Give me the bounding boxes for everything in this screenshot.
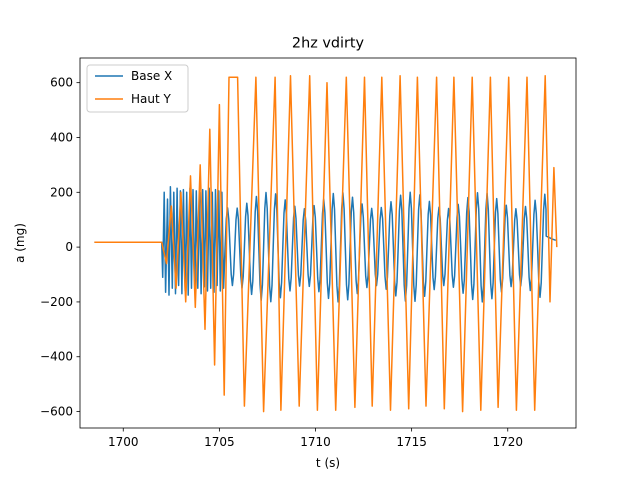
x-axis-label: t (s) <box>316 456 340 470</box>
y-tick-label: −600 <box>40 405 73 419</box>
y-axis: −600 −400 −200 0 200 400 600 <box>40 76 80 419</box>
plot-area: 1700 1705 1710 1715 1720 −600 −400 −200 0 200 400… <box>40 57 577 449</box>
y-tick-label: 600 <box>50 76 73 90</box>
chart-title: 2hz vdirty <box>292 36 365 52</box>
y-tick-label: 200 <box>50 185 73 199</box>
x-tick-label: 1715 <box>396 435 427 449</box>
y-tick-label: 400 <box>50 130 73 144</box>
x-tick-label: 1720 <box>492 435 523 449</box>
x-tick-label: 1705 <box>204 435 235 449</box>
legend-label-base-x: Base X <box>131 69 172 83</box>
y-tick-label: −400 <box>40 350 73 364</box>
y-tick-label: 0 <box>65 240 73 254</box>
y-tick-label: −200 <box>40 295 73 309</box>
x-axis: 1700 1705 1710 1715 1720 <box>108 428 523 449</box>
series-haut-y <box>94 75 558 413</box>
axes-frame <box>79 57 577 429</box>
x-tick-label: 1710 <box>300 435 331 449</box>
legend-label-haut-y: Haut Y <box>131 92 172 106</box>
legend: Base X Haut Y <box>86 64 189 113</box>
y-axis-label: a (mg) <box>13 223 27 263</box>
x-tick-label: 1700 <box>108 435 139 449</box>
